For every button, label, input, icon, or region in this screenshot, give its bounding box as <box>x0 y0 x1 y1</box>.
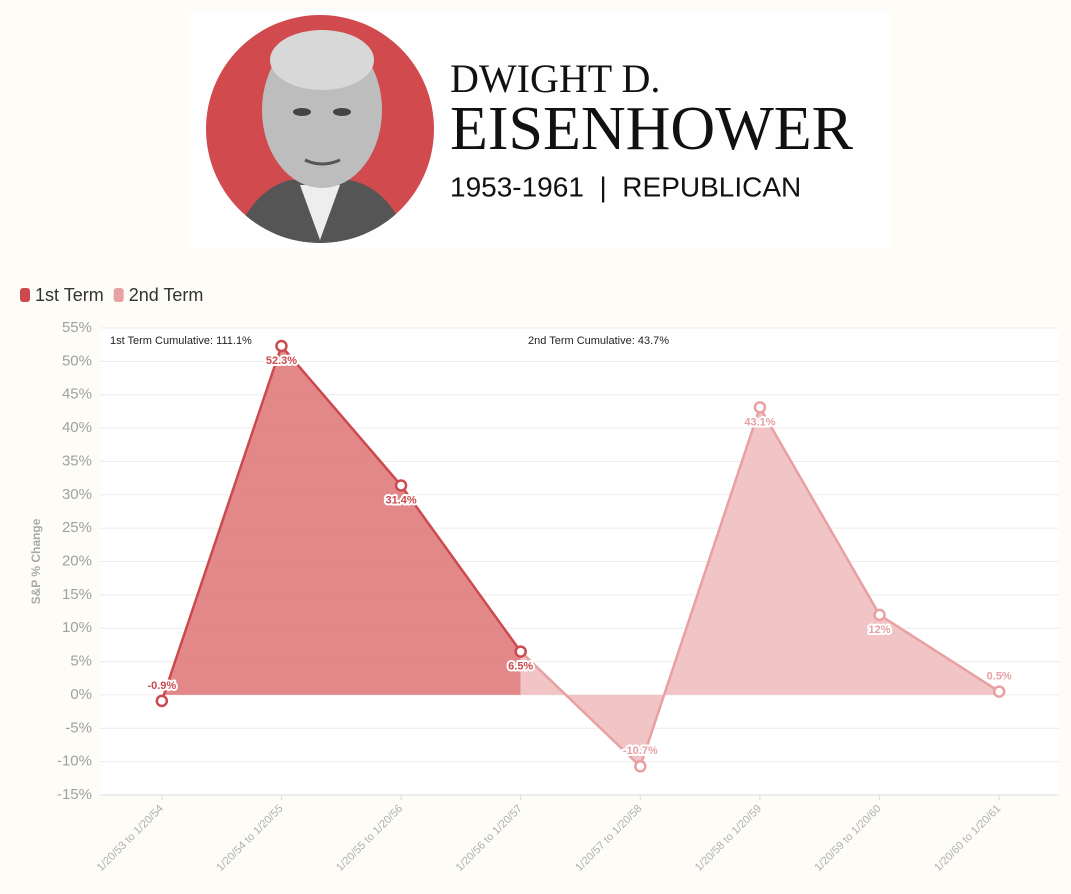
y-tick-label: 10% <box>62 619 92 636</box>
marker <box>394 479 408 492</box>
y-tick-label: 0% <box>70 686 92 703</box>
area <box>520 407 1000 767</box>
y-tick-label: 35% <box>62 452 92 469</box>
marker <box>514 645 527 658</box>
line <box>160 343 522 702</box>
x-tick-label: 1/20/58 to 1/20/59 <box>693 803 764 874</box>
x-tick-label: 1/20/56 to 1/20/57 <box>454 803 525 874</box>
y-tick-label: 5% <box>70 653 92 670</box>
marker <box>873 608 886 622</box>
annotation: 2nd Term Cumulative: 43.7% <box>528 335 669 347</box>
y-tick-label: 50% <box>62 352 92 369</box>
y-tick-label: -15% <box>57 786 92 803</box>
name-first: DWIGHT D. <box>450 56 660 101</box>
line <box>639 404 1000 767</box>
legend-swatch <box>113 288 124 302</box>
marker <box>275 339 288 353</box>
x-tick-label: 1/20/59 to 1/20/60 <box>813 803 884 874</box>
x-tick-label: 1/20/54 to 1/20/55 <box>214 803 285 874</box>
data-label: 12% <box>869 624 891 636</box>
marker <box>634 760 647 773</box>
connector <box>519 650 642 768</box>
y-tick-label: 40% <box>62 419 92 436</box>
portrait <box>206 15 434 243</box>
x-tick-label: 1/20/60 to 1/20/61 <box>932 803 1003 874</box>
y-tick-label: -10% <box>57 753 92 770</box>
data-label: -10.7% <box>623 745 658 757</box>
legend-label: 1st Term <box>35 285 104 305</box>
y-tick-label: 55% <box>62 319 92 336</box>
y-tick-label: 20% <box>62 552 92 569</box>
data-label: 0.5% <box>987 670 1012 682</box>
y-tick-label: 25% <box>62 519 92 536</box>
x-tick-label: 1/20/55 to 1/20/56 <box>334 803 405 874</box>
annotation: 1st Term Cumulative: 111.1% <box>110 335 252 347</box>
data-label: 31.4% <box>385 494 416 506</box>
marker <box>753 401 767 414</box>
legend-label: 2nd Term <box>129 285 204 305</box>
data-label: -0.9% <box>147 680 176 692</box>
y-axis-label: S&P % Change <box>29 518 43 604</box>
data-label: 6.5% <box>508 660 533 672</box>
y-tick-label: -5% <box>65 719 92 736</box>
legend-swatch <box>20 288 30 302</box>
marker <box>992 685 1006 698</box>
subtitle: 1953-1961 | REPUBLICAN <box>450 171 801 202</box>
x-tick-label: 1/20/57 to 1/20/58 <box>573 803 644 874</box>
marker <box>155 694 169 708</box>
name-last: EISENHOWER <box>450 95 854 163</box>
y-tick-label: 45% <box>62 386 92 403</box>
data-label: 43.1% <box>744 416 775 428</box>
y-tick-label: 15% <box>62 586 92 603</box>
data-label: 52.3% <box>266 355 297 367</box>
x-tick-label: 1/20/53 to 1/20/54 <box>95 803 166 874</box>
y-tick-label: 30% <box>62 486 92 503</box>
